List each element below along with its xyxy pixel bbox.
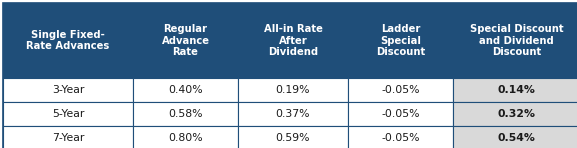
Text: -0.05%: -0.05% — [381, 109, 419, 119]
Text: 3-Year: 3-Year — [52, 85, 84, 95]
Bar — [453, 126, 577, 148]
Bar — [133, 126, 238, 148]
Text: 0.32%: 0.32% — [497, 109, 535, 119]
Bar — [133, 78, 238, 102]
Text: All-in Rate
After
Dividend: All-in Rate After Dividend — [264, 24, 323, 57]
Bar — [238, 102, 348, 126]
Text: Single Fixed-
Rate Advances: Single Fixed- Rate Advances — [27, 30, 110, 51]
Text: -0.05%: -0.05% — [381, 133, 419, 143]
Bar — [133, 3, 238, 78]
Text: Special Discount
and Dividend
Discount: Special Discount and Dividend Discount — [470, 24, 563, 57]
Text: 0.59%: 0.59% — [276, 133, 310, 143]
Bar — [3, 126, 133, 148]
Text: Regular
Advance
Rate: Regular Advance Rate — [162, 24, 209, 57]
Bar — [238, 78, 348, 102]
Bar — [348, 102, 453, 126]
Bar — [3, 3, 133, 78]
Text: 0.80%: 0.80% — [168, 133, 203, 143]
Bar — [133, 102, 238, 126]
Text: 0.37%: 0.37% — [276, 109, 310, 119]
Bar — [3, 102, 133, 126]
Bar — [238, 3, 348, 78]
Bar — [453, 3, 577, 78]
Text: 0.19%: 0.19% — [276, 85, 310, 95]
Text: 0.40%: 0.40% — [168, 85, 203, 95]
Text: Ladder
Special
Discount: Ladder Special Discount — [376, 24, 425, 57]
Bar — [453, 78, 577, 102]
Text: 0.54%: 0.54% — [497, 133, 535, 143]
Text: 5-Year: 5-Year — [52, 109, 84, 119]
Bar — [3, 78, 133, 102]
Bar — [348, 78, 453, 102]
Text: -0.05%: -0.05% — [381, 85, 419, 95]
Bar — [348, 126, 453, 148]
Bar — [238, 126, 348, 148]
Text: 0.14%: 0.14% — [497, 85, 535, 95]
Bar — [453, 102, 577, 126]
Text: 7-Year: 7-Year — [52, 133, 84, 143]
Text: 0.58%: 0.58% — [168, 109, 203, 119]
Bar — [348, 3, 453, 78]
